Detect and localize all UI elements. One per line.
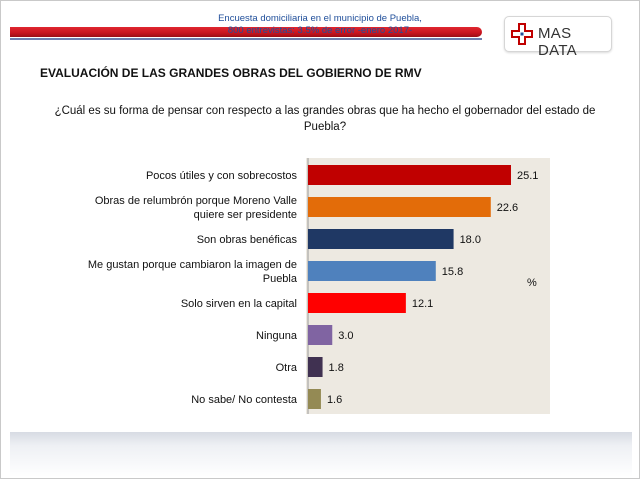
footer-line-1: Encuesta domiciliaria en el municipio de… xyxy=(218,13,422,24)
category-label: Pocos útiles y con sobrecostos xyxy=(146,170,298,182)
data-label: 15.8 xyxy=(442,266,463,278)
slide-title: EVALUACIÓN DE LAS GRANDES OBRAS DEL GOBI… xyxy=(40,66,422,80)
category-label: Me gustan porque cambiaron la imagen de xyxy=(88,259,297,271)
footer-line-2: 800 entrevistas: 3.5% de error -enero 20… xyxy=(227,25,413,36)
bar xyxy=(308,389,321,409)
header-underline xyxy=(10,38,482,40)
category-label: Son obras benéficas xyxy=(197,234,298,246)
data-label: 25.1 xyxy=(517,170,538,182)
mas-data-logo: MAS DATA xyxy=(504,16,612,59)
bar xyxy=(308,357,323,377)
brand-name: MAS DATA xyxy=(538,25,577,59)
category-label: Ninguna xyxy=(256,330,298,342)
category-label: quiere ser presidente xyxy=(194,209,297,221)
bar xyxy=(308,261,436,281)
plot-area xyxy=(306,158,550,414)
category-label: Otra xyxy=(276,362,298,374)
survey-question: ¿Cuál es su forma de pensar con respecto… xyxy=(54,105,596,133)
category-label: Puebla xyxy=(263,273,298,285)
red-cross-icon xyxy=(511,23,533,45)
bar xyxy=(308,165,511,185)
data-label: 12.1 xyxy=(412,298,433,310)
bar xyxy=(308,325,333,345)
category-label: No sabe/ No contesta xyxy=(191,394,298,406)
data-label: 3.0 xyxy=(338,330,353,342)
category-label: Solo sirven en la capital xyxy=(181,298,297,310)
data-label: 1.8 xyxy=(329,362,344,374)
footer-note: Encuesta domiciliaria en el municipio de… xyxy=(0,13,640,37)
data-label: 18.0 xyxy=(460,234,481,246)
footer-band xyxy=(10,432,632,477)
header-red-bar xyxy=(10,27,482,37)
unit-label: % xyxy=(527,277,537,289)
bar xyxy=(308,197,491,217)
bar xyxy=(308,229,454,249)
data-label: 22.6 xyxy=(497,202,518,214)
category-label: Obras de relumbrón porque Moreno Valle xyxy=(95,195,297,207)
bar xyxy=(308,293,406,313)
data-label: 1.6 xyxy=(327,394,342,406)
